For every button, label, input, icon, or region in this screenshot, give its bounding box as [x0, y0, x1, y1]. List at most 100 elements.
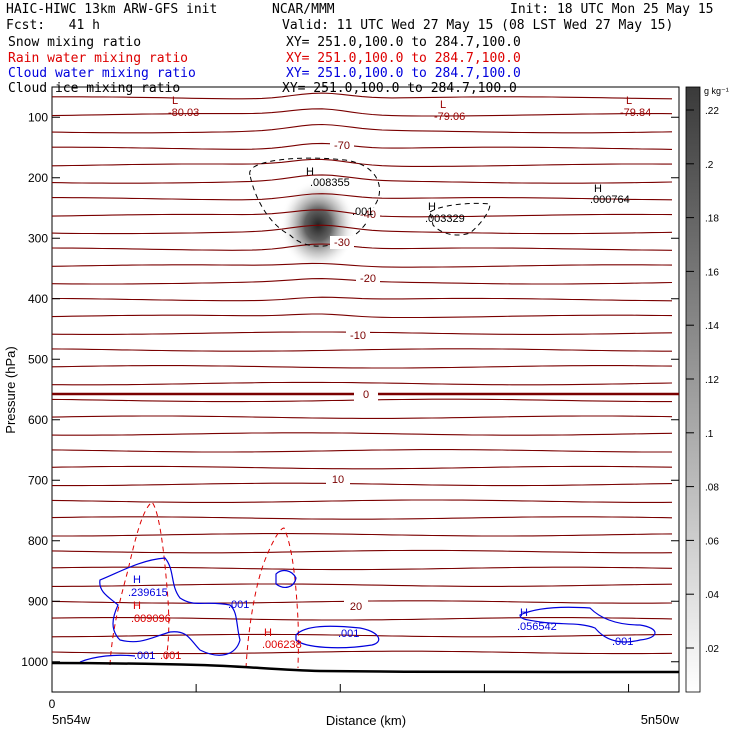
isotherm	[51, 633, 673, 638]
field-xy-snow: XY= 251.0,100.0 to 284.7,100.0	[286, 35, 521, 50]
field-name-cloud-ice: Cloud ice mixing ratio	[8, 81, 181, 96]
colorbar-tick-label: .18	[705, 214, 719, 225]
isotherm-lines	[51, 92, 680, 655]
isotherm	[51, 348, 672, 352]
extremum-value: .008355	[310, 177, 350, 189]
x-start-label: 5n54w	[52, 712, 91, 727]
temperature-label: 0	[363, 389, 369, 401]
isotherm-zero	[51, 392, 680, 396]
extremum-marker: L	[440, 99, 446, 111]
contour-label: .001	[612, 636, 633, 648]
extremum-marker: H	[520, 607, 528, 619]
forecast-hour: Fcst: 41 h	[6, 18, 100, 33]
colorbar-tick-label: .08	[705, 483, 719, 494]
terrain-line	[51, 661, 679, 674]
colorbar-tick-label: .06	[705, 536, 719, 547]
temp-label-bg	[354, 388, 378, 401]
y-tick-label: 400	[28, 292, 48, 306]
cloud-water-contour-4	[519, 606, 656, 643]
extremum-marker: H	[306, 166, 314, 178]
colorbar-tick-label: .14	[705, 321, 719, 332]
cloud-water-contour-2	[275, 569, 297, 588]
extremum-value: .009096	[131, 613, 171, 625]
isotherm	[51, 224, 673, 235]
isotherm	[51, 465, 673, 470]
extremum-marker: L	[626, 95, 632, 107]
cloud-water-contour-1	[99, 557, 241, 656]
model-title: HAIC-HIWC 13km ARW-GFS init	[6, 2, 218, 17]
colorbar-tick-label: .12	[705, 375, 719, 386]
extremum-value: -79.84	[620, 107, 651, 119]
isotherm	[51, 243, 673, 251]
ice-contour	[429, 202, 491, 236]
extremum-marker: H	[428, 201, 436, 213]
contour-label: .001	[160, 650, 181, 662]
temp-label-bg	[356, 208, 380, 221]
colorbar-tick-label: .2	[705, 160, 714, 171]
extremum-marker: H	[133, 574, 141, 586]
isotherm	[52, 482, 673, 487]
contour-label: .001	[338, 628, 359, 640]
y-tick-label: 700	[28, 473, 48, 487]
isotherm	[51, 432, 673, 436]
valid-time: Valid: 11 UTC Wed 27 May 15 (08 LST Wed …	[282, 18, 674, 33]
temperature-label: 20	[350, 601, 362, 613]
center-label: NCAR/MMM	[272, 2, 335, 17]
temp-label-bg	[326, 473, 350, 486]
field-xy-cloud-water: XY= 251.0,100.0 to 284.7,100.0	[286, 66, 521, 81]
y-tick-label: 900	[28, 594, 48, 608]
x-axis	[51, 684, 630, 692]
isotherm	[51, 650, 673, 655]
cloud-water-contour-5	[79, 654, 136, 663]
isotherm	[51, 415, 673, 419]
rain-contour-left	[109, 501, 170, 666]
isotherm	[51, 566, 673, 571]
init-time: Init: 18 UTC Mon 25 May 15	[510, 2, 714, 17]
isotherm	[52, 92, 673, 100]
temperature-label: -20	[360, 273, 376, 285]
y-tick-label: 200	[28, 171, 48, 185]
x-end-label: 5n50w	[641, 712, 680, 727]
colorbar-ticks: .02 .04 .06 .08 .1 .12 .14 .16 .18 .2 .22	[686, 106, 719, 655]
temperature-label: -30	[334, 237, 350, 249]
colorbar-tick-label: .04	[705, 590, 719, 601]
temp-label-bg	[330, 236, 354, 249]
temperature-label: 10	[332, 474, 344, 486]
field-name-rain: Rain water mixing ratio	[8, 51, 189, 66]
isotherm	[51, 158, 672, 167]
isotherm	[52, 381, 673, 386]
field-name-cloud-water: Cloud water mixing ratio	[8, 66, 196, 81]
isotherm	[51, 108, 673, 117]
isotherm	[51, 617, 673, 621]
y-tick-label: 800	[28, 534, 48, 548]
isotherm	[52, 193, 673, 201]
y-tick-label: 300	[28, 231, 48, 245]
colorbar-tick-label: .1	[705, 429, 714, 440]
field-xy-rain: XY= 251.0,100.0 to 284.7,100.0	[286, 51, 521, 66]
isotherm	[51, 313, 673, 319]
temperature-label: -70	[334, 140, 350, 152]
extremum-value: .000764	[590, 194, 630, 206]
temp-label-bg	[356, 272, 380, 285]
contour-label: .001	[134, 650, 155, 662]
cloud-water-contour-3	[295, 625, 380, 649]
temp-label-bg	[346, 329, 370, 342]
colorbar-tick-label: .16	[705, 267, 719, 278]
extremum-value: .006238	[262, 639, 302, 651]
extremum-value: .056542	[517, 621, 557, 633]
isotherm	[51, 516, 673, 520]
colorbar-unit: g kg⁻¹	[704, 86, 729, 96]
contour-label: .001	[352, 206, 373, 218]
isotherm	[51, 365, 673, 369]
x-axis-label: Distance (km)	[326, 713, 406, 728]
temperature-label: -40	[360, 209, 376, 221]
y-axis-label: Pressure (hPa)	[3, 346, 18, 433]
isotherm	[51, 174, 673, 184]
isotherm	[51, 262, 673, 268]
field-xy-cloud-ice: XY= 251.0,100.0 to 284.7,100.0	[282, 81, 517, 96]
annotations: -70-40-30-20-1001020L-80.03L-79.06L-79.8…	[128, 95, 651, 662]
x-origin-label: 0	[49, 697, 56, 711]
isotherm	[52, 296, 673, 302]
y-tick-label: 600	[28, 413, 48, 427]
